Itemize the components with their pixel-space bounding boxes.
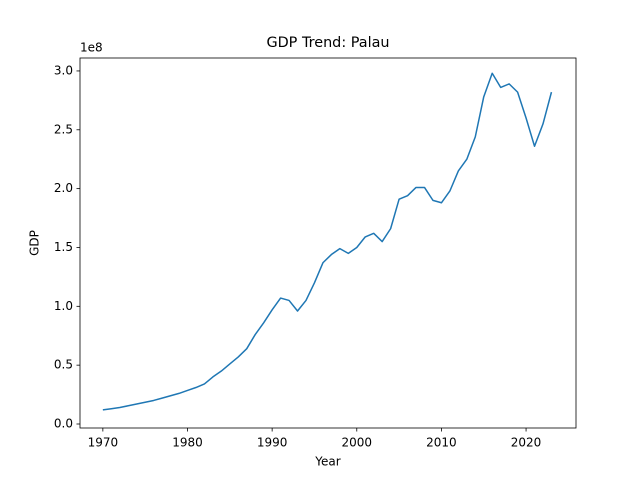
y-tick-label: 2.0 — [54, 181, 73, 195]
y-axis-label: GDP — [28, 230, 42, 256]
y-offset-label: 1e8 — [80, 41, 103, 55]
chart-title: GDP Trend: Palau — [266, 35, 389, 51]
x-tick-label: 2010 — [426, 436, 457, 450]
y-tick-label: 1.5 — [54, 240, 73, 254]
y-tick-label: 0.5 — [54, 358, 73, 372]
y-tick-label: 3.0 — [54, 63, 73, 77]
y-tick-label: 1.0 — [54, 299, 73, 313]
y-tick-label: 2.5 — [54, 122, 73, 136]
x-tick-label: 2000 — [342, 436, 373, 450]
data-line — [102, 72, 553, 411]
x-tick-label: 1980 — [172, 436, 203, 450]
x-tick-label: 1990 — [257, 436, 288, 450]
x-tick-label: 1970 — [88, 436, 119, 450]
x-axis-label: Year — [314, 455, 340, 469]
y-tick-label: 0.0 — [54, 416, 73, 430]
x-tick-label: 2020 — [511, 436, 542, 450]
plot-frame — [79, 57, 577, 429]
